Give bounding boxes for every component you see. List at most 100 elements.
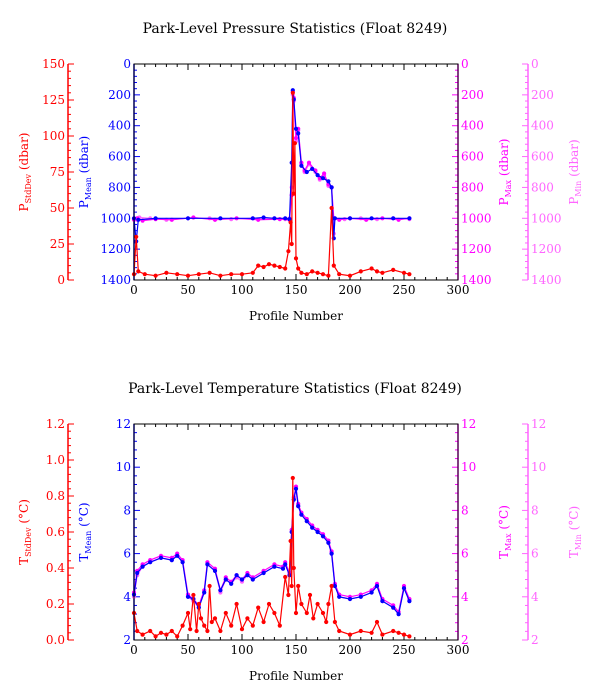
max-tick-label: 200 <box>461 88 484 102</box>
mean-data-point <box>212 568 218 574</box>
mean-data-point <box>175 553 180 558</box>
mean-data-point <box>218 588 223 593</box>
axis-label-symbol: P <box>17 203 31 211</box>
mean-data-point <box>299 163 304 168</box>
stddev-data-point <box>229 623 234 628</box>
mean-data-point <box>135 570 140 576</box>
max-series-line <box>133 486 410 614</box>
stddev-data-point <box>291 565 296 571</box>
stddev-data-point <box>185 610 191 616</box>
mean-tick-label: 2 <box>123 633 131 647</box>
mean-data-point <box>205 562 210 567</box>
temperature-mean-axis-label: TMean (°C) <box>77 502 93 561</box>
stddev-data-point <box>391 628 396 634</box>
stddev-data-point <box>261 619 266 625</box>
x-tick-label: 150 <box>285 283 308 297</box>
max-tick-label: 1000 <box>461 211 492 225</box>
mean-tick-label: 1200 <box>100 242 131 256</box>
mean-data-point <box>287 217 292 222</box>
stddev-data-point <box>283 574 288 580</box>
pressure-min-axis-label: PMin (dbar) <box>567 139 583 204</box>
temperature-chart-x-axis-label: Profile Number <box>249 669 343 683</box>
mean-series-line <box>133 488 410 616</box>
stddev-data-point <box>218 273 223 278</box>
mean-data-point <box>245 573 250 578</box>
pressure-max-axis-label: PMax (dbar) <box>497 139 513 206</box>
temperature-mean-series <box>131 486 412 617</box>
mean-data-point <box>296 504 301 509</box>
mean-data-point <box>223 577 228 582</box>
stddev-tick-label: 125 <box>42 93 65 107</box>
axis-label-symbol: P <box>77 200 91 208</box>
mean-data-point <box>158 555 164 561</box>
mean-data-point <box>407 599 412 604</box>
stddev-data-point <box>256 263 261 268</box>
mean-data-point <box>320 176 326 181</box>
mean-data-point <box>326 540 331 545</box>
stddev-data-point <box>229 272 234 277</box>
max-tick-label: 8 <box>461 503 469 517</box>
min-tick-label: 6 <box>531 547 539 561</box>
stddev-data-point <box>374 619 380 625</box>
axis-label-symbol: T <box>567 550 581 558</box>
x-tick-label: 250 <box>393 643 416 657</box>
axis-label-symbol: P <box>497 197 511 205</box>
max-tick-label: 1200 <box>461 242 492 256</box>
stddev-data-point <box>320 610 326 616</box>
min-tick-label: 8 <box>531 503 539 517</box>
mean-data-point <box>391 605 396 610</box>
mean-data-point <box>407 216 412 221</box>
stddev-data-point <box>218 628 223 634</box>
temperature-min-series <box>131 486 412 617</box>
min-tick-label: 12 <box>531 417 546 431</box>
stddev-data-point <box>374 269 380 274</box>
stddev-data-point <box>407 634 412 639</box>
x-tick-label: 100 <box>231 283 254 297</box>
mean-tick-label: 200 <box>108 88 131 102</box>
mean-data-point <box>283 216 288 221</box>
x-tick-label: 300 <box>447 643 470 657</box>
mean-tick-label: 0 <box>123 57 131 71</box>
mean-data-point <box>396 612 401 617</box>
pressure-chart: Park-Level Pressure Statistics (Float 82… <box>17 21 583 323</box>
stddev-data-point <box>315 270 320 275</box>
stddev-data-point <box>277 264 282 270</box>
mean-data-point <box>202 590 207 595</box>
x-tick-label: 100 <box>231 643 254 657</box>
stddev-data-point <box>369 266 374 271</box>
stddev-data-point <box>169 628 174 634</box>
min-tick-label: 2 <box>531 633 539 647</box>
pressure-plot-frame <box>133 63 459 281</box>
axis-label-unit: (dbar) <box>77 136 91 177</box>
stddev-tick-label: 25 <box>50 237 65 251</box>
mean-data-point <box>148 560 153 565</box>
stddev-data-point <box>245 616 250 621</box>
stddev-data-point <box>196 601 201 607</box>
mean-data-point <box>229 581 234 586</box>
mean-data-point <box>239 577 245 582</box>
stddev-data-point <box>337 272 342 277</box>
stddev-data-point <box>299 270 304 275</box>
stddev-data-point <box>153 634 158 639</box>
stddev-data-point <box>175 272 180 277</box>
axis-label-subscript: StdDev <box>24 173 33 203</box>
mean-data-point <box>218 216 223 221</box>
stddev-data-point <box>396 630 401 635</box>
min-tick-label: 1000 <box>531 211 562 225</box>
mean-data-point <box>337 594 342 599</box>
stddev-data-point <box>196 272 201 277</box>
stddev-data-point <box>320 272 326 277</box>
stddev-data-point <box>261 264 266 270</box>
stddev-tick-label: 0.0 <box>46 633 65 647</box>
mean-data-point <box>332 216 337 221</box>
stddev-data-point <box>292 141 297 146</box>
stddev-data-point <box>234 601 239 607</box>
stddev-data-point <box>291 191 296 196</box>
min-tick-label: 10 <box>531 460 546 474</box>
mean-tick-label: 8 <box>123 503 131 517</box>
temperature-stddev-series <box>131 475 412 639</box>
stddev-data-point <box>207 583 212 589</box>
max-data-point <box>322 171 327 176</box>
temperature-max-axis-label: TMax (°C) <box>497 505 513 559</box>
stddev-data-point <box>391 267 396 272</box>
